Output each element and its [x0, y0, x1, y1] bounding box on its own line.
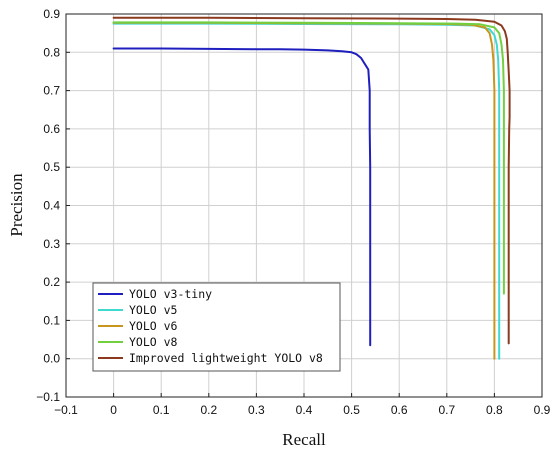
- legend-label: YOLO v5: [129, 303, 177, 317]
- series-layer: [112, 16, 511, 360]
- legend: YOLO v3-tiny YOLO v5 YOLO v6 YOLO v8 Improve…: [92, 282, 341, 372]
- y-tick-label: 0.5: [43, 160, 60, 174]
- y-tick-label: 0.3: [43, 237, 60, 251]
- y-tick-label: 0.2: [43, 275, 60, 289]
- legend-label: YOLO v8: [129, 335, 178, 349]
- x-tick-label: 0.9: [534, 403, 550, 417]
- legend-label: YOLO v6: [129, 319, 178, 333]
- tick-label-layer: −0.1 0 0.1 0.2 0.3 0.4 0.5 0.6 0.7 0.8 0.9 −0.1 0.0 0…: [36, 7, 550, 417]
- x-tick-label: 0: [110, 403, 117, 417]
- tick-layer: [65, 13, 543, 398]
- x-tick-label: 0.4: [296, 403, 313, 417]
- y-tick-label: 0.4: [43, 199, 60, 213]
- x-tick-label: 0.6: [391, 403, 408, 417]
- series-line-1: [112, 47, 372, 347]
- y-tick-label: 0.0: [43, 352, 60, 366]
- legend-label: Improved lightweight YOLO v8: [129, 351, 323, 365]
- x-tick-label: 0.2: [200, 403, 217, 417]
- x-tick-label: 0.3: [248, 403, 265, 417]
- y-tick-label: −0.1: [36, 390, 60, 404]
- x-tick-label: 0.1: [153, 403, 170, 417]
- legend-label: YOLO v3-tiny: [129, 287, 212, 301]
- series-line-5: [112, 16, 511, 345]
- x-tick-label: 0.7: [438, 403, 455, 417]
- y-tick-label: 0.9: [43, 7, 60, 21]
- x-axis-title: Recall: [282, 430, 326, 449]
- x-tick-label: 0.5: [343, 403, 360, 417]
- y-tick-label: 0.1: [43, 313, 60, 327]
- y-tick-label: 0.8: [43, 45, 60, 59]
- legend-box: [92, 282, 341, 372]
- y-tick-label: 0.7: [43, 84, 60, 98]
- x-tick-label: −0.1: [54, 403, 78, 417]
- y-tick-label: 0.6: [43, 122, 60, 136]
- series-line-4: [112, 21, 505, 295]
- y-axis-title: Precision: [7, 173, 26, 237]
- x-tick-label: 0.8: [486, 403, 503, 417]
